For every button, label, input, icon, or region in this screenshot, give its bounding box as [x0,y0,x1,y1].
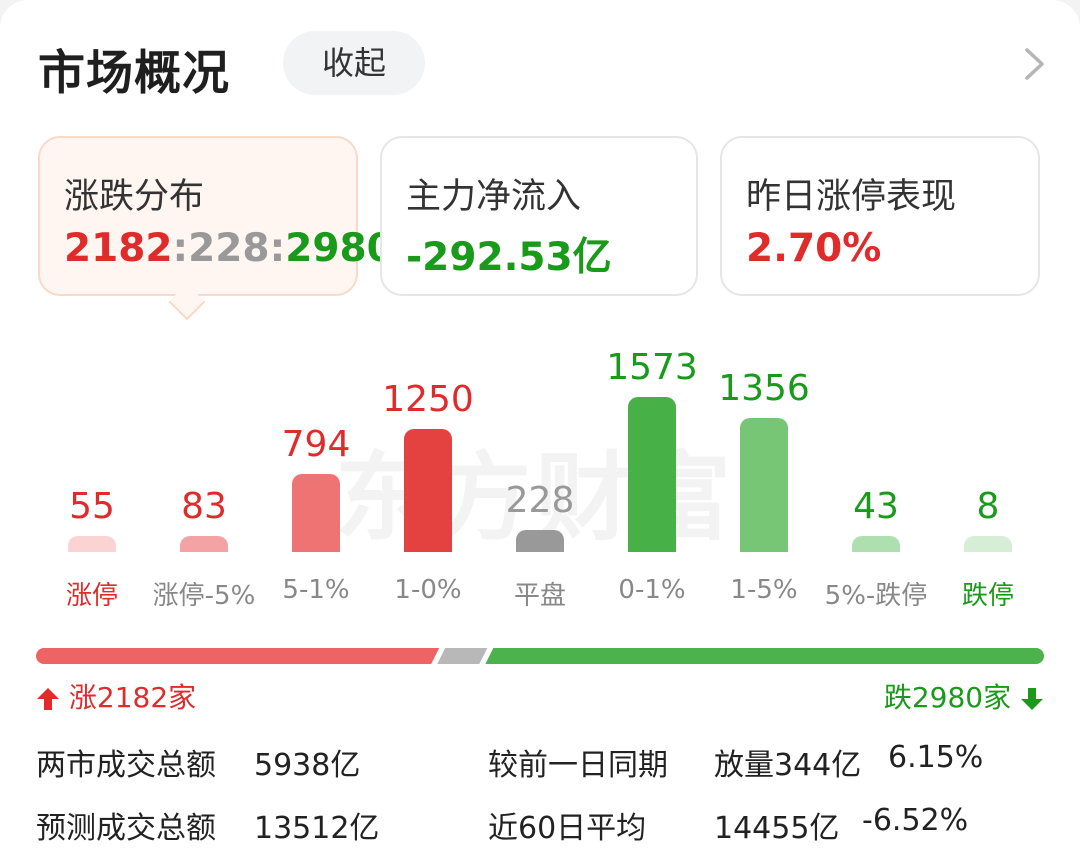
compare-label: 较前一日同期 [488,748,668,783]
flat-count: 228 [188,226,270,271]
bar-category-label: 平盘 [513,581,566,611]
fall-segment [485,648,1044,664]
avg-60d-pct-value: -6.52% [862,803,969,838]
card-yesterday-limit-up[interactable]: 昨日涨停表现 2.70% [720,136,1040,296]
bar-column: 83 涨停-5% [148,0,260,859]
card-label: 昨日涨停表现 [746,177,957,217]
bar-column: 794 5-1% [260,0,372,859]
bar-category-label: 1-5% [730,575,798,605]
bar-value-label: 8 [976,486,1000,527]
limit-up-performance-value: 2.70% [746,226,882,271]
bar-category-label: 5%-跌停 [824,581,928,611]
bar [516,529,564,552]
bar-column: 1356 1-5% [708,0,820,859]
bar-column: 1250 1-0% [372,0,484,859]
card-label: 涨跌分布 [64,177,205,217]
rise-segment [36,648,440,664]
compare-pct-value: 6.15% [888,740,984,775]
arrow-up-icon [37,688,59,710]
fall-summary: 跌2980家 [884,676,1044,716]
total-turnover-label: 两市成交总额 [36,748,216,783]
bar-value-label: 43 [853,486,899,527]
fall-label: 跌2980家 [883,681,1012,714]
avg-60d-label: 近60日平均 [488,811,647,846]
chevron-right-icon[interactable] [1018,46,1050,82]
collapse-button[interactable]: 收起 [283,31,425,95]
bar-column: 1573 0-1% [596,0,708,859]
rise-label: 涨2182家 [68,681,197,714]
rise-flat-fall-ratio: 2182:228:2980 [64,226,394,271]
bar [292,473,340,552]
bar-column: 55 涨停 [36,0,148,859]
bar-column: 228 平盘 [484,0,596,859]
bar-value-label: 228 [505,479,575,521]
arrow-down-icon [1021,688,1043,710]
total-turnover-value: 5938亿 [254,748,361,783]
bar-category-label: 1-0% [394,575,462,605]
bar-value-label: 1250 [382,378,474,420]
bar-value-label: 55 [69,486,115,527]
bar-value-label: 794 [281,423,351,465]
bar [404,428,452,552]
bar [852,536,900,552]
bar-value-label: 83 [181,486,227,527]
bar-category-label: 涨停-5% [152,581,256,611]
net-inflow-value: -292.53亿 [406,235,612,280]
bar [68,536,116,552]
card-main-net-inflow[interactable]: 主力净流入 -292.53亿 [380,136,698,296]
bar-category-label: 跌停 [961,581,1014,611]
rise-summary: 涨2182家 [36,676,196,716]
bar [180,536,228,552]
bar-category-label: 5-1% [282,575,350,605]
rise-fall-ratio-bar [36,648,1044,664]
bar-column: 8 跌停 [932,0,1044,859]
bar-value-label: 1356 [718,368,810,410]
bar-category-label: 0-1% [618,575,686,605]
bar-column: 43 5%-跌停 [820,0,932,859]
bar [628,397,676,552]
page-title: 市场概况 [38,46,230,101]
bar [964,536,1012,552]
rise-count: 2182 [64,226,173,271]
bar [740,418,788,552]
bar-value-label: 1573 [606,347,698,388]
fall-count: 2980 [285,226,394,271]
forecast-turnover-value: 13512亿 [254,811,380,846]
separator: : [269,226,286,271]
forecast-turnover-label: 预测成交总额 [36,811,216,846]
avg-60d-value: 14455亿 [714,811,840,846]
bar-category-label: 涨停 [65,581,118,611]
card-label: 主力净流入 [406,177,582,217]
flat-segment [437,648,488,664]
compare-volume-value: 放量344亿 [714,748,862,783]
separator: : [172,226,189,271]
